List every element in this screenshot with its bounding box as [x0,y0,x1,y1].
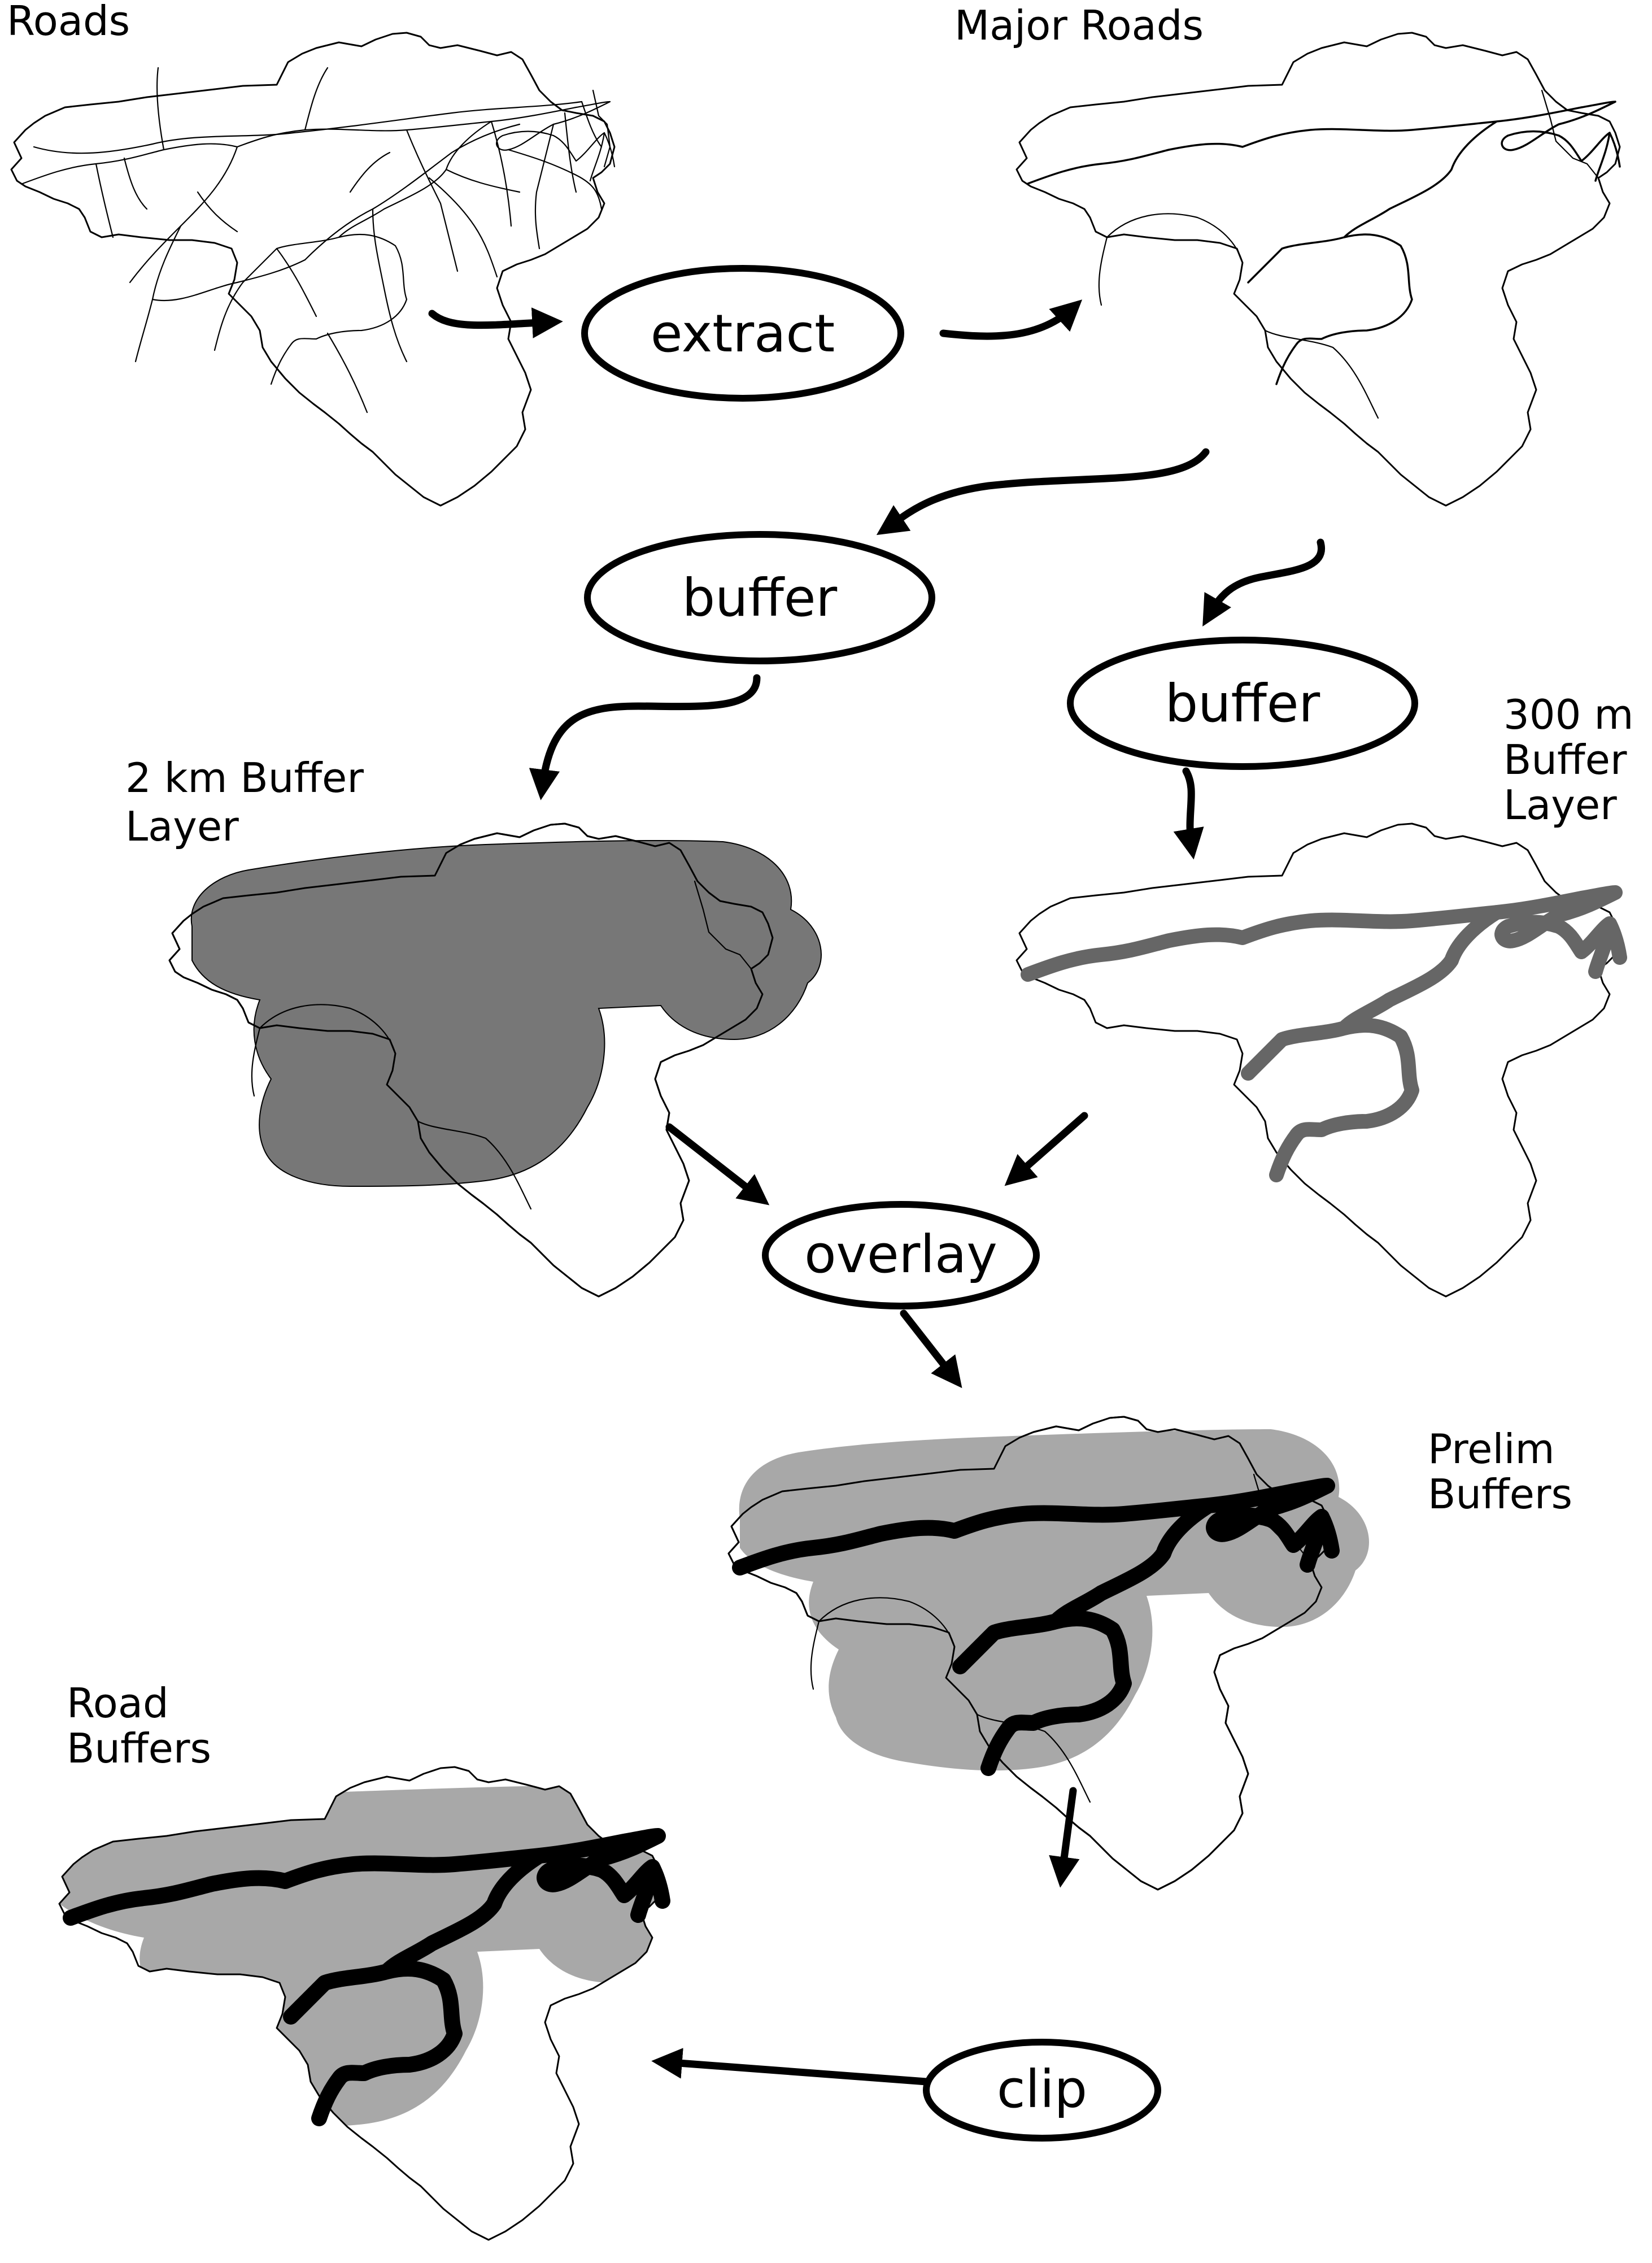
arrow-buffer-right-to-300m [1173,767,1204,860]
overlay-label: overlay [804,1224,997,1285]
overlay-operation: overlay [762,1201,1040,1309]
prelim-buffers-label: Prelim Buffers [1428,1425,1572,1518]
300m-buffer-label-line3: Layer [1503,781,1617,829]
major-roads-map [1015,32,1621,507]
extract-operation: extract [581,265,904,402]
prelim-buffer-polygon [739,1429,1369,1771]
2km-buffer-label: 2 km Buffer Layer [125,754,364,850]
arrow-buffer-left-to-2km [529,674,761,800]
300m-buffer-roads [1028,893,1620,1175]
2km-buffer-label-line2: Layer [125,803,239,850]
arrow-major-to-buffer-right [1202,538,1325,626]
clip-operation: clip [923,2039,1161,2142]
300m-buffer-label: 300 m Buffer Layer [1503,691,1633,829]
major-roads-label: Major Roads [954,2,1204,49]
arrow-clip-to-road-buffers [651,2048,930,2086]
arrow-extract-to-major-roads [939,299,1083,340]
roads-map [10,32,616,507]
2km-buffer-map [168,822,822,1298]
2km-buffer-polygon [190,839,822,1187]
road-buffers-label-line2: Buffers [67,1725,211,1772]
prelim-buffers-map [727,1416,1369,1891]
arrow-roads-to-extract [428,307,563,338]
buffer-right-label: buffer [1165,673,1320,734]
road-buffers-label: Road Buffers [67,1679,211,1772]
roads-label: Roads [7,0,130,45]
arrow-prelim-to-clip [1049,1787,1080,1888]
clip-label: clip [997,2059,1087,2120]
arrow-2km-to-overlay [665,1123,770,1206]
300m-buffer-label-line2: Buffer [1503,736,1627,784]
2km-buffer-label-line1: 2 km Buffer [125,754,364,802]
arrow-overlay-to-prelim [900,1309,962,1389]
arrow-major-to-buffer-left [876,448,1210,536]
prelim-buffers-label-line1: Prelim [1428,1425,1555,1473]
prelim-buffers-label-line2: Buffers [1428,1470,1572,1518]
buffer-left-operation: buffer [584,531,935,664]
road-buffers-label-line1: Road [67,1679,169,1727]
extract-label: extract [651,303,835,364]
arrow-300m-to-overlay [1004,1112,1088,1186]
road-buffers-map [58,1766,700,2241]
300m-buffer-map [1015,822,1620,1298]
300m-buffer-label-line1: 300 m [1503,691,1633,738]
buffer-right-operation: buffer [1067,637,1418,770]
buffer-left-label: buffer [682,568,838,628]
